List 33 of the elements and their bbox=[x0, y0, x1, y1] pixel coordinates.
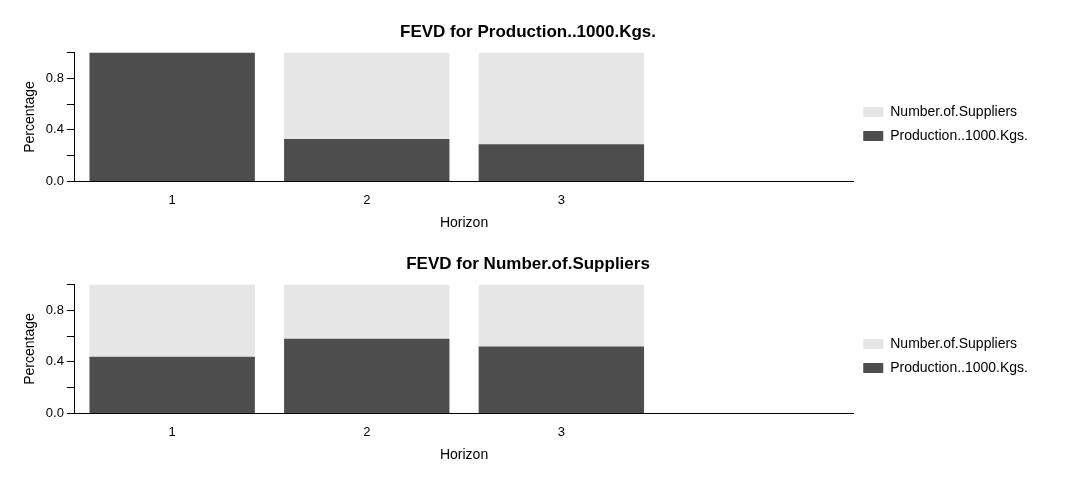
y-axis-title: Percentage bbox=[21, 80, 38, 153]
legend-label: Production..1000.Kgs. bbox=[890, 126, 1029, 143]
y-tick-label: 0.4 bbox=[45, 353, 64, 369]
legend-label: Number.of.Suppliers bbox=[890, 334, 1018, 351]
legend-label: Number.of.Suppliers bbox=[890, 102, 1018, 119]
legend-label: Production..1000.Kgs. bbox=[890, 358, 1029, 375]
y-axis-title: Percentage bbox=[21, 312, 38, 385]
bar bbox=[89, 52, 255, 182]
x-tick-label: 3 bbox=[557, 191, 565, 207]
x-tick-label: 1 bbox=[168, 423, 176, 439]
bar bbox=[89, 356, 255, 414]
chart-title: FEVD for Number.of.Suppliers bbox=[406, 253, 650, 273]
x-tick-label: 3 bbox=[557, 423, 565, 439]
x-axis-title: Horizon bbox=[439, 446, 489, 463]
x-tick-label: 2 bbox=[363, 191, 371, 207]
y-tick-label: 0.4 bbox=[45, 121, 64, 137]
bar bbox=[284, 338, 450, 414]
y-tick-label: 0.8 bbox=[45, 69, 64, 85]
chart-title: FEVD for Production..1000.Kgs. bbox=[400, 21, 656, 41]
x-tick-label: 1 bbox=[168, 191, 176, 207]
bar bbox=[478, 346, 645, 414]
bar bbox=[284, 138, 450, 182]
x-tick-label: 2 bbox=[363, 423, 371, 439]
bar bbox=[478, 284, 645, 347]
bar bbox=[89, 284, 255, 357]
bar bbox=[478, 144, 645, 182]
bar bbox=[284, 52, 450, 139]
bar bbox=[478, 52, 645, 145]
y-tick-label: 0.8 bbox=[45, 301, 64, 317]
y-tick-label: 0.0 bbox=[45, 173, 64, 189]
bar bbox=[284, 284, 450, 339]
y-tick-label: 0.0 bbox=[45, 405, 64, 421]
x-axis-title: Horizon bbox=[439, 214, 489, 231]
